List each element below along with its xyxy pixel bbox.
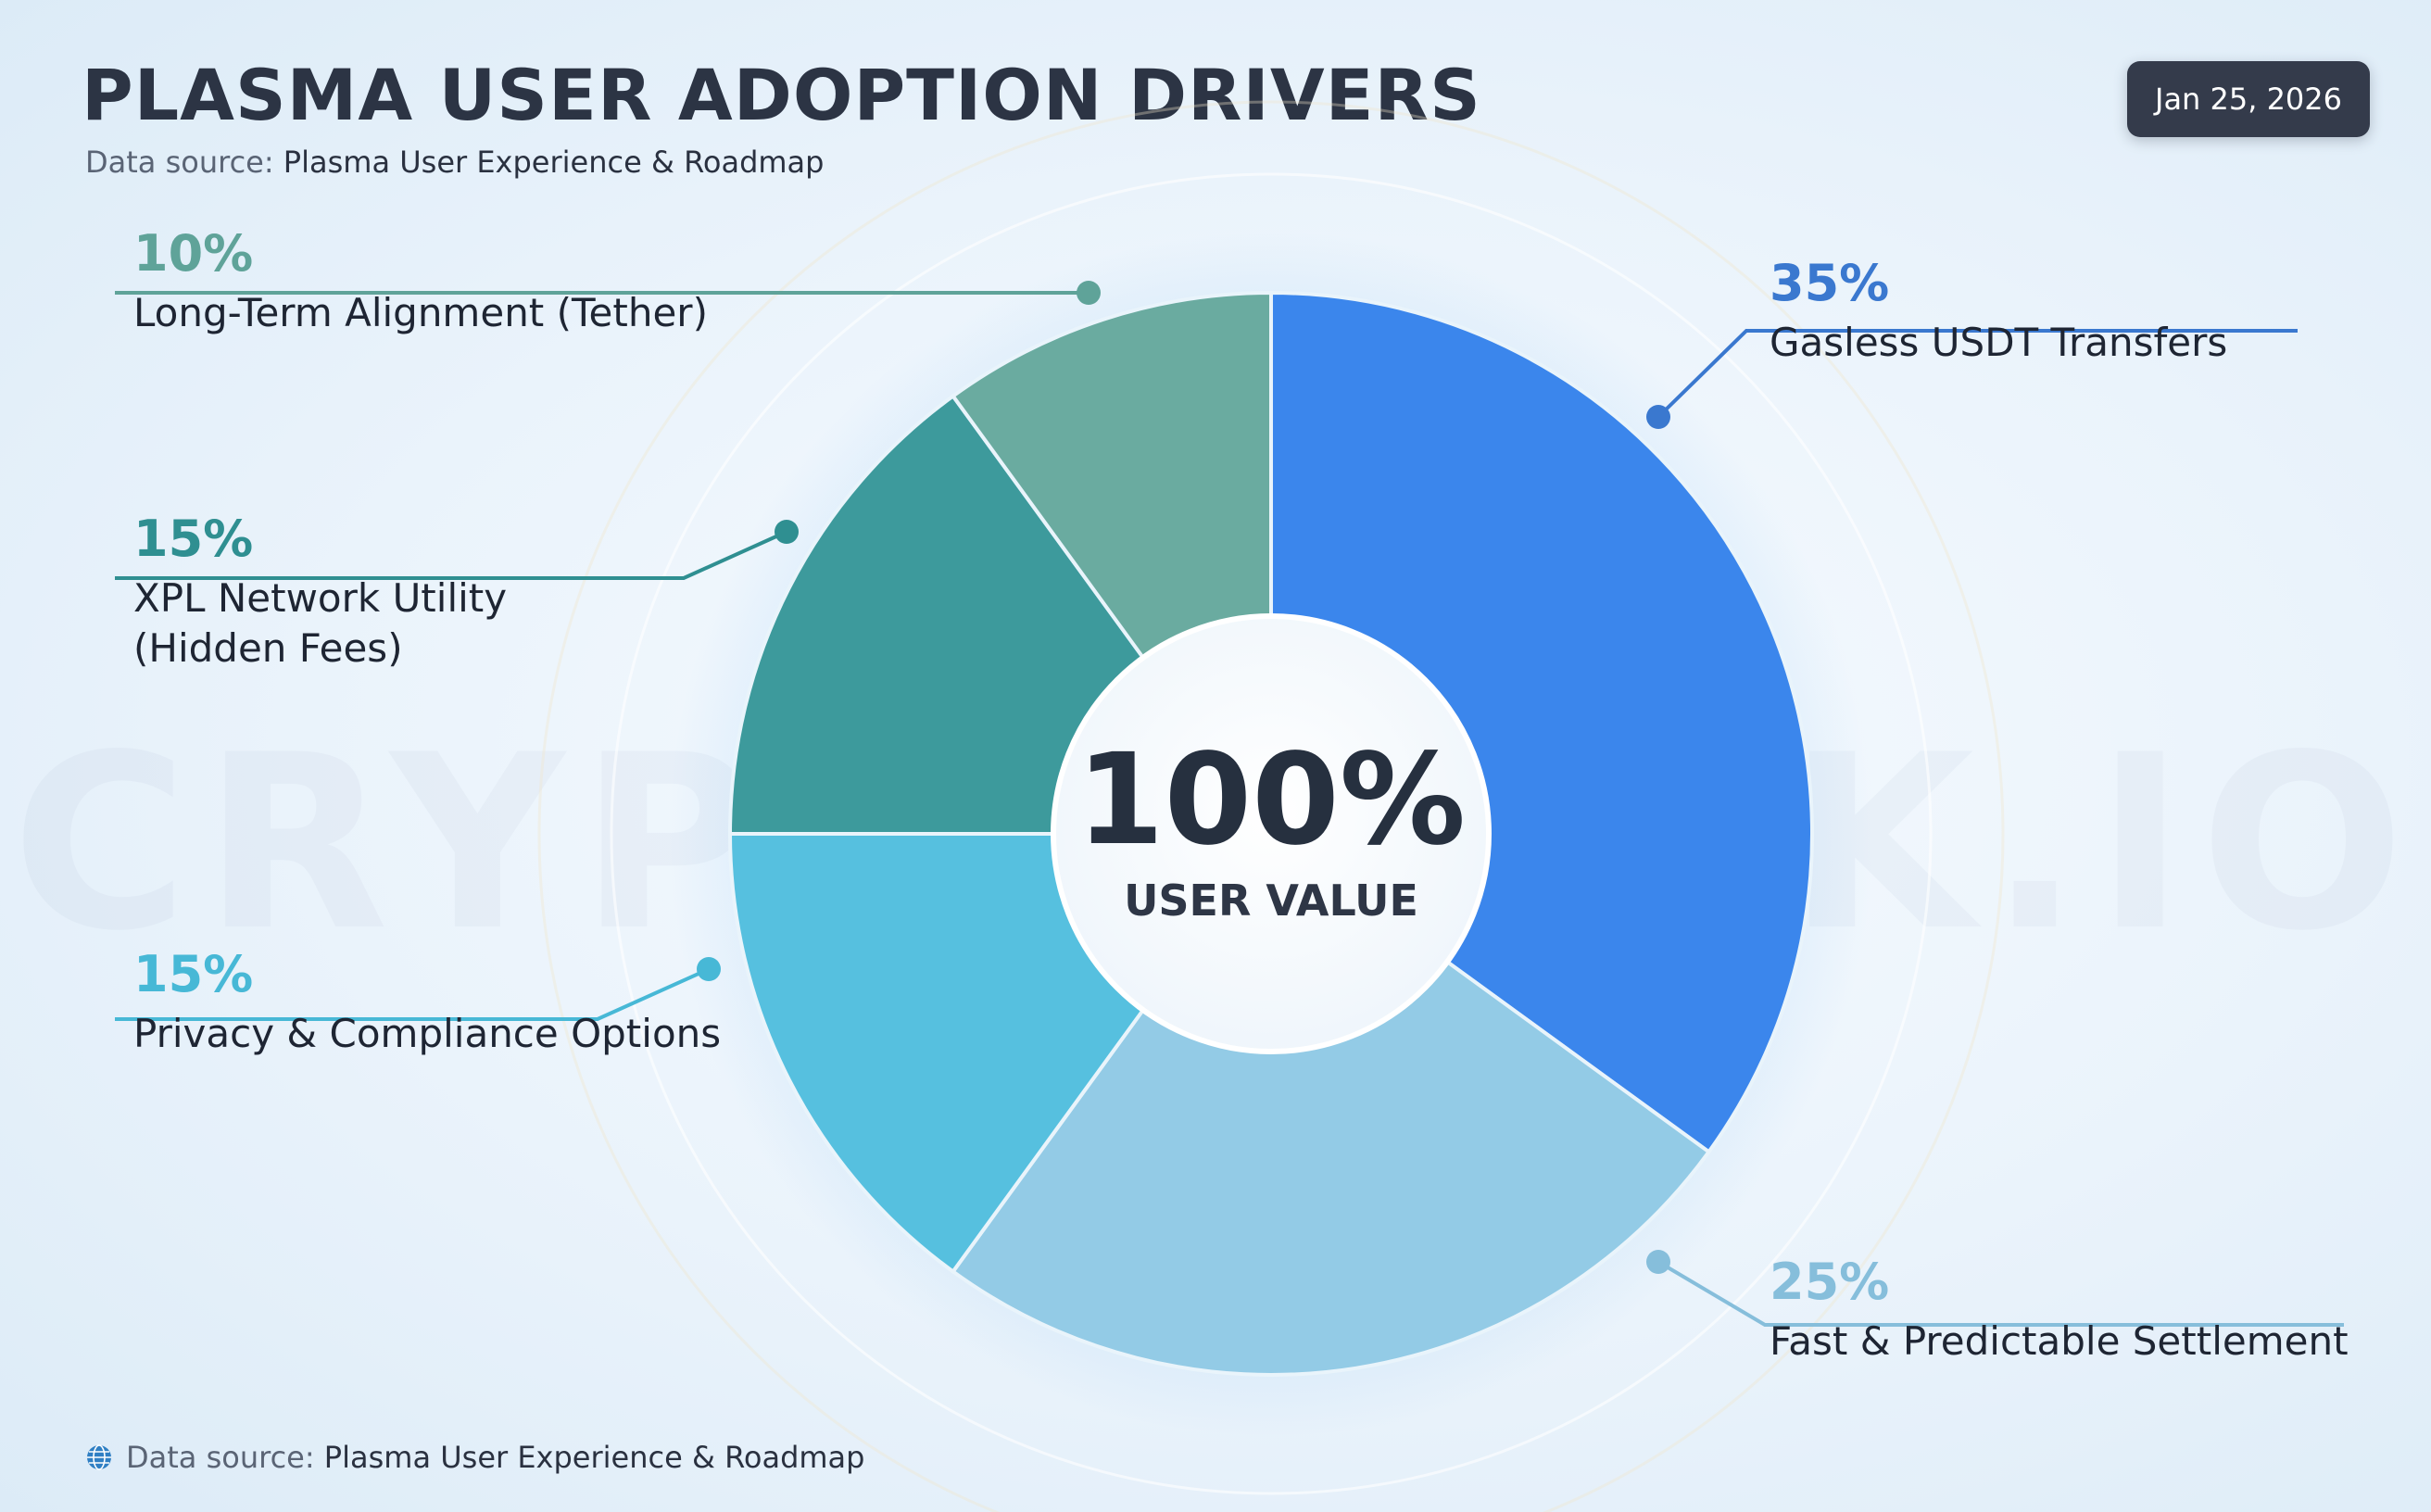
callout-gasless-usdt: 35% Gasless USDT Transfers [1770, 256, 2227, 368]
donut-hole [1051, 613, 1492, 1054]
callout-label: XPL Network Utility (Hidden Fees) [133, 573, 507, 674]
leader-dot-1 [1646, 405, 1670, 429]
leader-dot-5 [1077, 281, 1101, 305]
leader-dot-4 [775, 520, 799, 544]
callout-xpl-utility: 15% XPL Network Utility (Hidden Fees) [133, 511, 507, 674]
leader-line-4 [115, 530, 787, 580]
globe-icon [87, 1444, 111, 1470]
footer-source: Data source: Plasma User Experience & Ro… [85, 1440, 864, 1475]
leader-line-1 [1656, 329, 2298, 419]
center-value: 100% [1077, 727, 1466, 874]
footer-source-text: Plasma User Experience & Roadmap [323, 1440, 865, 1475]
subtitle-source: Plasma User Experience & Roadmap [283, 145, 825, 180]
callout-pct: 10% [133, 224, 254, 283]
date-badge: Jan 25, 2026 [2127, 61, 2370, 137]
leader-dot-3 [697, 957, 721, 981]
leader-dot-2 [1646, 1250, 1670, 1274]
callout-label: Gasless USDT Transfers [1770, 320, 2228, 366]
callout-pct: 35% [1770, 254, 1890, 312]
callout-fast-settlement: 25% Fast & Predictable Settlement [1770, 1254, 2349, 1367]
callout-privacy: 15% Privacy & Compliance Options [133, 947, 721, 1059]
callout-label-line1: XPL Network Utility [133, 575, 508, 622]
callout-pct: 15% [133, 510, 254, 568]
callout-label: Privacy & Compliance Options [133, 1011, 722, 1057]
leader-lines [115, 281, 2344, 1327]
callout-pct: 25% [1770, 1253, 1890, 1311]
callout-label: Fast & Predictable Settlement [1770, 1318, 2349, 1365]
callout-long-term: 10% Long-Term Alignment (Tether) [133, 226, 708, 338]
subtitle: Data source: Plasma User Experience & Ro… [85, 145, 824, 180]
callout-label-line2: (Hidden Fees) [133, 625, 403, 672]
footer-prefix: Data source: [126, 1440, 315, 1475]
callout-pct: 15% [133, 945, 254, 1003]
callout-label: Long-Term Alignment (Tether) [133, 290, 708, 336]
center-label: USER VALUE [1124, 876, 1418, 926]
page-title: PLASMA USER ADOPTION DRIVERS [82, 54, 1481, 136]
subtitle-prefix: Data source: [85, 145, 274, 180]
outer-guide-ring [537, 100, 2005, 1512]
leader-line-3 [115, 967, 710, 1021]
inner-guide-ring [610, 172, 1933, 1495]
leader-line-2 [1656, 1260, 2344, 1327]
slices [727, 290, 1814, 1377]
